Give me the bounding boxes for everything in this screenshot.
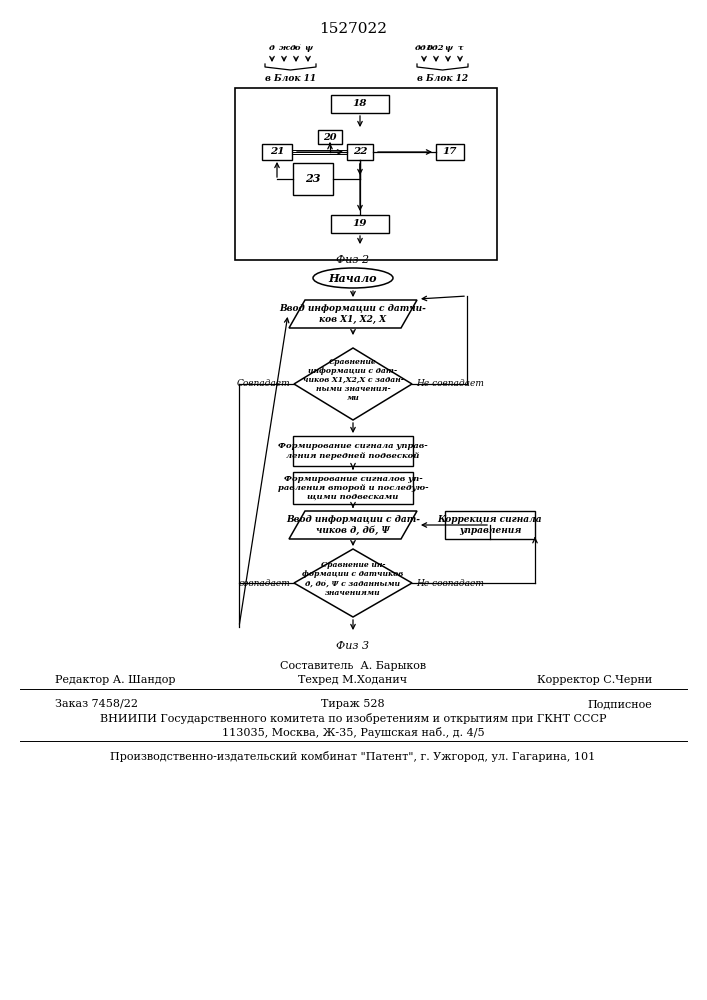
Text: Не совпадает: Не совпадает — [416, 379, 484, 388]
FancyBboxPatch shape — [262, 144, 292, 160]
Text: 113035, Москва, Ж-35, Раушская наб., д. 4/5: 113035, Москва, Ж-35, Раушская наб., д. … — [222, 727, 484, 738]
Text: Производственно-издательский комбинат "Патент", г. Ужгород, ул. Гагарина, 101: Производственно-издательский комбинат "П… — [110, 751, 595, 762]
Text: 18: 18 — [353, 100, 367, 108]
Text: ВНИИПИ Государственного комитета по изобретениям и открытиям при ГКНТ СССР: ВНИИПИ Государственного комитета по изоб… — [100, 713, 606, 724]
Polygon shape — [289, 300, 417, 328]
Text: Заказ 7458/22: Заказ 7458/22 — [55, 699, 138, 709]
FancyBboxPatch shape — [318, 130, 342, 144]
Polygon shape — [294, 549, 412, 617]
Text: ψ: ψ — [304, 44, 312, 52]
Polygon shape — [289, 511, 417, 539]
FancyBboxPatch shape — [293, 436, 413, 466]
Text: Физ 2: Физ 2 — [337, 255, 370, 265]
Text: 17: 17 — [443, 147, 457, 156]
Text: Составитель  А. Барыков: Составитель А. Барыков — [280, 661, 426, 671]
Text: Формирование сигнала управ-
ления передней подвеской: Формирование сигнала управ- ления передн… — [278, 442, 428, 460]
Text: Подписное: Подписное — [588, 699, 652, 709]
Polygon shape — [294, 348, 412, 420]
Text: совпадает: совпадает — [238, 578, 290, 587]
Text: Сравнение ин-
формации с датчиков
д, дб, Ψ с заданными
значениями: Сравнение ин- формации с датчиков д, дб,… — [303, 561, 404, 597]
Text: дд1: дд1 — [415, 44, 433, 52]
Text: 22: 22 — [353, 147, 367, 156]
Text: в Блок 12: в Блок 12 — [417, 74, 468, 83]
Text: Корректор С.Черни: Корректор С.Черни — [537, 675, 652, 685]
Text: дд2: дд2 — [427, 44, 445, 52]
FancyBboxPatch shape — [235, 88, 497, 260]
Text: Тираж 528: Тираж 528 — [321, 699, 385, 709]
Text: 1527022: 1527022 — [319, 22, 387, 36]
FancyBboxPatch shape — [436, 144, 464, 160]
Text: Ввод информации с дат-
чиков д, дб, Ψ: Ввод информации с дат- чиков д, дб, Ψ — [286, 515, 420, 535]
Text: дб: дб — [290, 44, 302, 52]
Text: 23: 23 — [305, 174, 321, 184]
Text: Коррекция сигнала
управления: Коррекция сигнала управления — [438, 515, 542, 535]
Text: д: д — [269, 44, 275, 52]
Text: 19: 19 — [353, 220, 367, 229]
Text: 21: 21 — [270, 147, 284, 156]
Text: Техред М.Ходанич: Техред М.Ходанич — [298, 675, 407, 685]
Text: ψ: ψ — [444, 44, 452, 52]
Text: Начало: Начало — [329, 272, 378, 284]
Text: Совпадает: Совпадает — [236, 379, 290, 388]
Text: τ: τ — [457, 44, 463, 52]
Text: 20: 20 — [323, 132, 337, 141]
FancyBboxPatch shape — [331, 95, 389, 113]
FancyBboxPatch shape — [331, 215, 389, 233]
Text: Формирование сигналов уп-
равления второй и последую-
щими подвесками: Формирование сигналов уп- равления второ… — [278, 475, 428, 501]
Text: в Блок 11: в Блок 11 — [265, 74, 316, 83]
FancyBboxPatch shape — [293, 472, 413, 504]
FancyBboxPatch shape — [445, 511, 535, 539]
Text: ж: ж — [279, 44, 289, 52]
Ellipse shape — [313, 268, 393, 288]
Text: Редактор А. Шандор: Редактор А. Шандор — [55, 675, 175, 685]
FancyBboxPatch shape — [293, 163, 333, 195]
Text: Не совпадает: Не совпадает — [416, 578, 484, 587]
Text: Ввод информации с датчи-
ков X1, X2, X: Ввод информации с датчи- ков X1, X2, X — [279, 304, 426, 324]
FancyBboxPatch shape — [347, 144, 373, 160]
Text: Физ 3: Физ 3 — [337, 641, 370, 651]
Text: Сравнение
информации с дат-
чиков X1,X2,X с задан-
ными значения-
ми: Сравнение информации с дат- чиков X1,X2,… — [303, 358, 404, 402]
